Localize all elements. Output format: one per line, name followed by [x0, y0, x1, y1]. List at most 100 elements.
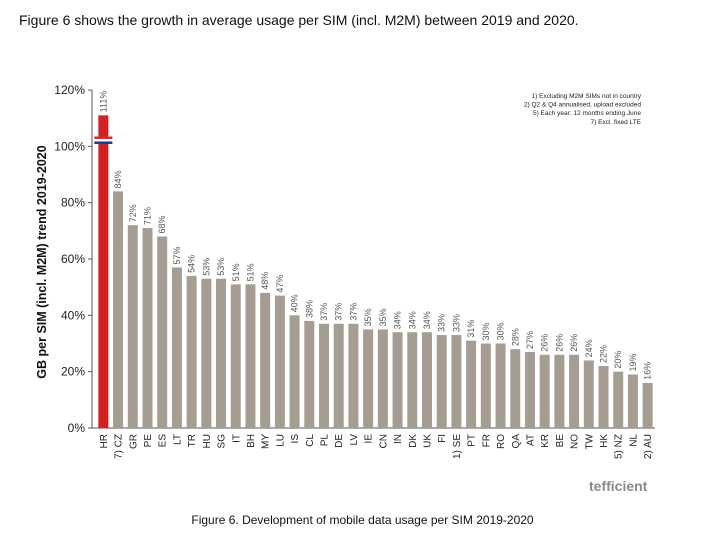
data-label: 35%	[378, 308, 388, 326]
bar	[407, 332, 418, 428]
category-label: HR	[99, 434, 110, 448]
y-tick-label: 60%	[61, 252, 85, 266]
bar	[642, 382, 653, 428]
data-label: 22%	[599, 345, 609, 363]
category-label: CL	[305, 434, 316, 447]
category-label: 1) SE	[452, 434, 463, 459]
category-label: PL	[320, 434, 331, 447]
y-tick-label: 100%	[54, 139, 85, 153]
category-label: LV	[349, 434, 360, 446]
y-tick-label: 80%	[61, 196, 85, 210]
data-label: 54%	[187, 255, 197, 273]
data-label: 27%	[525, 331, 535, 349]
bar	[142, 228, 153, 428]
category-label: BH	[246, 434, 257, 448]
data-label: 53%	[216, 258, 226, 276]
bar	[127, 225, 138, 428]
bar	[113, 191, 124, 428]
bar	[98, 115, 109, 428]
data-label: 72%	[128, 204, 138, 222]
bar	[539, 354, 550, 428]
bar	[495, 343, 506, 428]
y-axis: 0% 20% 40% 60% 80% 100% 120%	[54, 83, 655, 435]
data-label: 37%	[334, 303, 344, 321]
bar	[598, 366, 609, 428]
data-label: 34%	[393, 311, 403, 329]
bar	[333, 323, 344, 428]
data-label: 38%	[304, 300, 314, 318]
bar	[569, 354, 580, 428]
data-label: 26%	[554, 334, 564, 352]
data-label: 47%	[275, 275, 285, 293]
data-label: 34%	[407, 311, 417, 329]
bar	[186, 275, 197, 428]
data-label: 31%	[466, 320, 476, 338]
bar	[524, 351, 535, 428]
category-label: LU	[275, 434, 286, 447]
bar	[230, 284, 241, 428]
category-label: 5) NZ	[614, 434, 625, 459]
category-label: CN	[378, 434, 389, 448]
category-label: DK	[408, 434, 419, 448]
category-label: IN	[393, 434, 404, 444]
bar	[363, 329, 374, 428]
data-label: 33%	[437, 314, 447, 332]
y-tick-label: 120%	[54, 83, 85, 97]
y-tick-label: 0%	[68, 421, 86, 435]
bar	[421, 332, 432, 428]
data-label: 84%	[113, 170, 123, 188]
data-label: 19%	[628, 353, 638, 371]
data-label: 37%	[319, 303, 329, 321]
category-label: LT	[172, 434, 183, 445]
data-label: 51%	[231, 263, 241, 281]
data-label: 57%	[172, 246, 182, 264]
data-label: 35%	[363, 308, 373, 326]
bar	[319, 323, 330, 428]
data-label: 24%	[584, 339, 594, 357]
y-tick-label: 20%	[61, 365, 85, 379]
intro-text: Figure 6 shows the growth in average usa…	[19, 12, 579, 28]
category-label: QA	[511, 434, 522, 449]
bar	[451, 335, 462, 428]
bars: 111% HR 84% 7) CZ 72% GR 71% PE 68% ES 57% LT 54% TR 5…	[94, 91, 654, 459]
y-tick-label: 40%	[61, 308, 85, 322]
bar	[260, 292, 271, 428]
y-axis-label: GB per SIM (incl. M2M) trend 2019-2020	[35, 145, 49, 378]
bar	[392, 332, 403, 428]
category-label: NL	[628, 434, 639, 447]
category-label: 7) CZ	[114, 434, 125, 459]
category-label: MY	[261, 434, 272, 449]
category-label: TW	[584, 433, 595, 449]
data-label: 53%	[201, 258, 211, 276]
data-label: 71%	[142, 207, 152, 225]
data-label: 26%	[540, 334, 550, 352]
bar	[171, 267, 182, 428]
category-label: IE	[364, 434, 375, 444]
category-label: BE	[555, 434, 566, 448]
data-label: 33%	[451, 314, 461, 332]
category-label: 2) AU	[643, 434, 654, 459]
bar	[436, 335, 447, 428]
bar	[466, 340, 477, 428]
bar	[201, 278, 212, 428]
category-label: RO	[496, 434, 507, 449]
bar	[510, 349, 521, 428]
data-label: 30%	[481, 322, 491, 340]
data-label: 20%	[613, 351, 623, 369]
data-label: 34%	[422, 311, 432, 329]
chart-note: 1) Excluding M2M SIMs not in country	[532, 93, 642, 100]
category-label: SG	[217, 434, 228, 449]
bar	[377, 329, 388, 428]
category-label: NO	[570, 434, 581, 449]
data-label: 48%	[260, 272, 270, 290]
category-label: HU	[202, 434, 213, 448]
data-label: 68%	[157, 215, 167, 233]
brand-logo: tefficient	[589, 478, 648, 494]
chart-note: 7) Excl. fixed LTE	[591, 119, 642, 126]
category-label: KR	[540, 434, 551, 448]
data-label: 30%	[496, 322, 506, 340]
bar	[554, 354, 565, 428]
bar	[480, 343, 491, 428]
bar	[216, 278, 227, 428]
